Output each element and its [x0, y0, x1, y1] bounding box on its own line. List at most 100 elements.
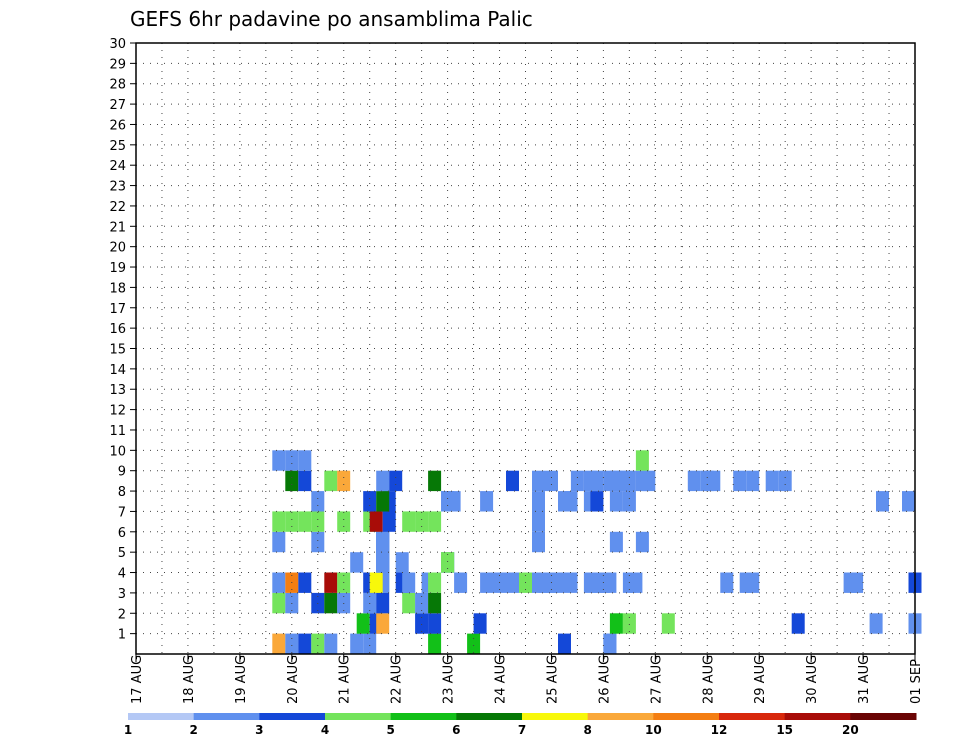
heatmap-cell	[720, 572, 734, 593]
heatmap-cell	[791, 613, 805, 634]
x-tick-label: 25 AUG	[545, 655, 560, 704]
legend-label: 12	[711, 723, 728, 737]
heatmap-cell	[272, 450, 286, 471]
heatmap-cell	[428, 633, 442, 654]
legend-label: 6	[452, 723, 460, 737]
heatmap-cell	[467, 633, 481, 654]
heatmap-cell	[687, 470, 701, 492]
heatmap-cell	[642, 470, 656, 492]
x-tick-label: 21 AUG	[338, 655, 353, 704]
heatmap-cell	[441, 552, 455, 573]
color-legend: 1 2 3 4 5 6 7 8 10 12 15 20	[124, 713, 917, 737]
y-tick-label: 22	[109, 200, 126, 215]
heatmap-cell	[311, 511, 325, 532]
legend-label: 15	[776, 723, 793, 737]
heatmap-cell	[746, 470, 760, 492]
heatmap-cell	[363, 491, 377, 512]
y-tick-label: 10	[109, 444, 126, 459]
heatmap-cell	[311, 531, 325, 553]
x-tick-label: 26 AUG	[597, 655, 612, 704]
y-tick-label: 26	[109, 118, 126, 133]
heatmap-cell	[590, 491, 604, 512]
y-tick-label: 11	[109, 424, 126, 439]
heatmap-cell	[298, 450, 312, 471]
heatmap-cell	[402, 592, 416, 614]
heatmap-cell	[298, 511, 312, 532]
y-tick-label: 18	[109, 281, 126, 296]
y-tick-label: 29	[109, 57, 126, 72]
heatmap-cell	[564, 572, 578, 593]
legend-swatch	[390, 713, 457, 720]
legend-swatch	[325, 713, 392, 720]
heatmap-cell	[363, 633, 377, 654]
x-tick-label: 28 AUG	[701, 655, 716, 704]
legend-swatch	[193, 713, 260, 720]
legend-swatch	[456, 713, 523, 720]
heatmap-cell	[746, 572, 760, 593]
y-tick-label: 25	[109, 139, 126, 154]
y-tick-label: 28	[109, 78, 126, 93]
heatmap-cell	[428, 572, 442, 593]
y-tick-label: 2	[118, 607, 126, 622]
heatmap-cell	[376, 491, 390, 512]
x-tick-label: 22 AUG	[390, 655, 405, 704]
legend-label: 7	[518, 723, 526, 737]
y-tick-label: 9	[118, 465, 126, 480]
x-tick-label: 18 AUG	[182, 655, 197, 704]
heatmap-cell	[272, 531, 286, 553]
chart-title: GEFS 6hr padavine po ansamblima Palic	[130, 7, 533, 31]
x-tick-label: 20 AUG	[286, 655, 301, 704]
legend-swatch	[522, 713, 589, 720]
heatmap-cell	[272, 633, 286, 654]
legend-label: 8	[583, 723, 591, 737]
y-tick-label: 27	[109, 98, 126, 113]
heatmap-cell	[447, 491, 461, 512]
heatmap-cell	[285, 633, 299, 654]
y-tick-label: 1	[118, 628, 126, 643]
x-tick-label: 29 AUG	[753, 655, 768, 704]
heatmap-cell	[376, 470, 390, 492]
heatmap-cell	[480, 491, 494, 512]
heatmap-cell	[765, 470, 779, 492]
heatmap-cell	[622, 491, 636, 512]
heatmap-cell	[324, 633, 338, 654]
heatmap-cell	[733, 470, 747, 492]
x-tick-label: 23 AUG	[442, 655, 457, 704]
y-tick-label: 21	[109, 220, 126, 235]
heatmap-cell	[376, 592, 390, 614]
x-tick-label: 17 AUG	[130, 655, 145, 704]
y-tick-label: 19	[109, 261, 126, 276]
y-tick-label: 8	[118, 485, 126, 500]
x-tick-label: 30 AUG	[805, 655, 820, 704]
y-tick-label: 16	[109, 322, 126, 337]
heatmap-cells	[272, 450, 922, 654]
x-tick-label: 27 AUG	[649, 655, 664, 704]
heatmap-cell	[570, 470, 584, 492]
heatmap-cell	[428, 511, 442, 532]
y-tick-label: 15	[109, 343, 126, 358]
legend-swatch	[259, 713, 326, 720]
heatmap-cell	[376, 552, 390, 573]
legend-swatch	[587, 713, 654, 720]
legend-swatch	[653, 713, 720, 720]
heatmap-cell	[415, 613, 429, 634]
heatmap-cell	[532, 470, 545, 492]
heatmap-cell	[376, 531, 390, 553]
heatmap-cell	[298, 470, 312, 492]
y-tick-label: 12	[109, 404, 126, 419]
heatmap-cell	[609, 613, 623, 634]
heatmap-cell	[590, 470, 604, 492]
legend-swatch	[784, 713, 851, 720]
y-tick-label: 17	[109, 302, 126, 317]
x-tick-label: 24 AUG	[494, 655, 509, 704]
legend-swatch	[850, 713, 917, 720]
y-tick-label: 14	[109, 363, 126, 378]
heatmap-cell	[428, 592, 442, 614]
heatmap-cell	[285, 470, 299, 492]
y-tick-label: 7	[118, 505, 126, 520]
heatmap-cell	[402, 511, 416, 532]
heatmap-cell	[545, 470, 558, 492]
heatmap-cell	[876, 491, 889, 512]
legend-label: 1	[124, 723, 132, 737]
y-tick-label: 30	[109, 37, 126, 52]
